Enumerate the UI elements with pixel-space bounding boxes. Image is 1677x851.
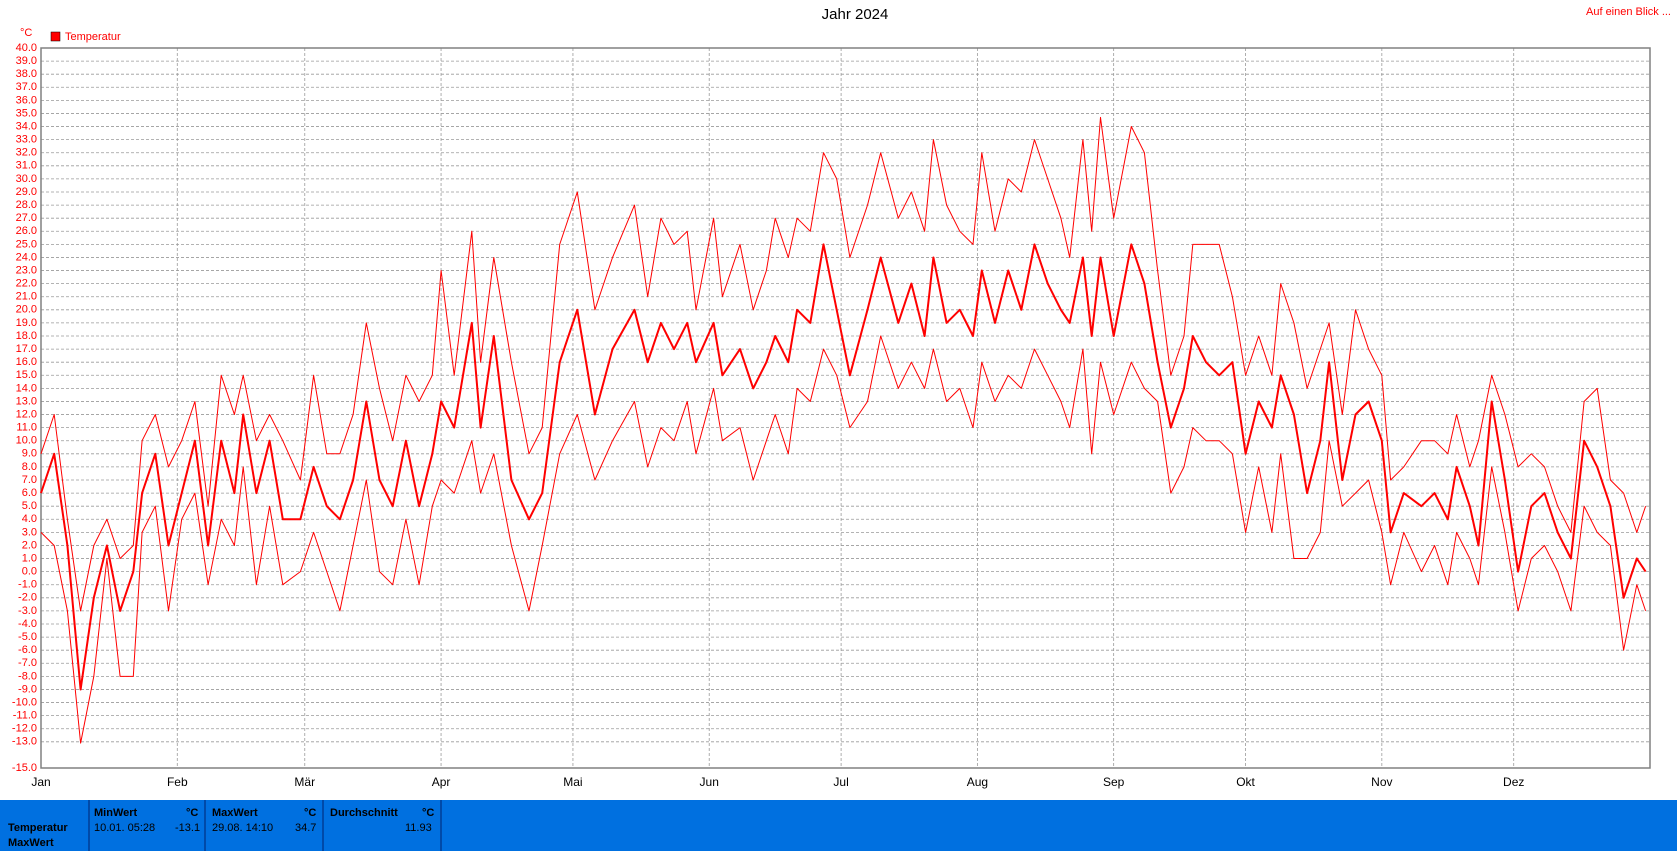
y-tick-label: 20.0 [16,304,37,316]
header-link[interactable]: Auf einen Blick ... [1586,6,1671,18]
y-tick-label: 36.0 [16,94,37,106]
y-tick-label: 27.0 [16,212,37,224]
series-line [40,243,1647,691]
y-tick-label: -4.0 [18,618,37,630]
y-tick-label: 1.0 [22,552,37,564]
y-tick-label: 39.0 [16,55,37,67]
plot-frame [40,47,1651,769]
series-line [40,335,1647,744]
col-unit: °C [186,807,199,819]
y-tick-label: 25.0 [16,238,37,250]
y-tick-label: 21.0 [16,291,37,303]
separator [322,800,324,851]
y-tick-label: 14.0 [16,382,37,394]
x-tick-label: Jun [700,775,719,789]
y-tick-label: 8.0 [22,461,37,473]
max-value: 34.7 [295,822,317,834]
y-tick-label: -11.0 [13,710,37,722]
y-tick-label: -12.0 [12,723,37,735]
y-tick-label: 35.0 [16,107,37,119]
min-value: -13.1 [175,822,201,834]
y-tick-label: 4.0 [22,513,37,525]
x-tick-label: Apr [432,775,451,789]
y-tick-label: -9.0 [18,683,37,695]
summary-panel: Temperatur MaxWert MinWert °C 10.01. 05:… [0,800,1677,851]
y-tick-label: 31.0 [16,160,37,172]
y-tick-label: 29.0 [16,186,37,198]
x-tick-label: Aug [967,775,988,789]
y-tick-label: 13.0 [16,395,37,407]
y-tick-label: -15.0 [12,762,37,774]
x-tick-label: Jan [31,775,50,789]
x-tick-label: Sep [1103,775,1125,789]
col-header: MinWert [94,807,138,819]
y-tick-label: 2.0 [22,539,37,551]
y-tick-label: 40.0 [16,42,37,54]
y-tick-label: 33.0 [16,134,37,146]
x-tick-label: Mär [294,775,315,789]
y-tick-label: 17.0 [16,343,37,355]
y-tick-label: -8.0 [18,670,37,682]
y-tick-label: 16.0 [16,356,37,368]
y-tick-label: 19.0 [16,317,37,329]
y-tick-label: 6.0 [22,487,37,499]
y-tick-label: -6.0 [18,644,37,656]
max-time: 29.08. 14:10 [212,822,274,834]
x-tick-label: Jul [833,775,848,789]
y-tick-label: -10.0 [12,696,37,708]
y-tick-label: -13.0 [12,736,37,748]
y-tick-label: 30.0 [16,173,37,185]
y-tick-label: 24.0 [16,251,37,263]
col-header: Durchschnitt [330,807,398,819]
legend-swatch [50,31,61,42]
y-tick-label: 11.0 [16,422,37,434]
col-unit: °C [304,807,317,819]
y-tick-label: 26.0 [16,225,37,237]
y-tick-label: -3.0 [18,605,37,617]
y-tick-label: 28.0 [16,199,37,211]
separator [440,800,442,851]
x-tick-label: Feb [167,775,188,789]
y-tick-label: -2.0 [18,592,37,604]
y-tick-label: 0.0 [22,566,37,578]
avg-value: 11.93 [405,822,432,834]
y-tick-label: 3.0 [22,526,37,538]
chart: Jahr 2024 Auf einen Blick ... °C Tempera… [12,6,1671,789]
x-tick-label: Nov [1371,775,1392,789]
x-tick-label: Dez [1503,775,1524,789]
legend-label: Temperatur [65,31,121,43]
separator [204,800,206,851]
y-tick-label: -5.0 [18,631,37,643]
series-line [40,116,1647,612]
chart-title: Jahr 2024 [822,6,889,23]
y-tick-label: 7.0 [22,474,37,486]
y-tick-label: -7.0 [18,657,37,669]
y-tick-label: 9.0 [22,448,37,460]
y-tick-label: 32.0 [16,147,37,159]
y-tick-label: 22.0 [16,278,37,290]
row-label: Temperatur [8,822,68,834]
y-tick-label: 10.0 [16,435,37,447]
y-tick-label: 38.0 [16,68,37,80]
row-label: MaxWert [8,837,54,849]
col-header: MaxWert [212,807,258,819]
y-tick-label: 37.0 [16,81,37,93]
x-tick-label: Mai [563,775,582,789]
y-tick-label: 34.0 [16,120,37,132]
min-time: 10.01. 05:28 [94,822,156,834]
y-tick-label: 12.0 [16,408,37,420]
y-tick-label: 23.0 [16,264,37,276]
separator [88,800,90,851]
y-tick-label: 5.0 [22,500,37,512]
x-tick-label: Okt [1236,775,1255,789]
y-tick-label: 15.0 [16,369,37,381]
y-unit: °C [20,27,32,39]
y-tick-label: 18.0 [16,330,37,342]
y-tick-label: -1.0 [18,579,37,591]
col-unit: °C [422,807,435,819]
